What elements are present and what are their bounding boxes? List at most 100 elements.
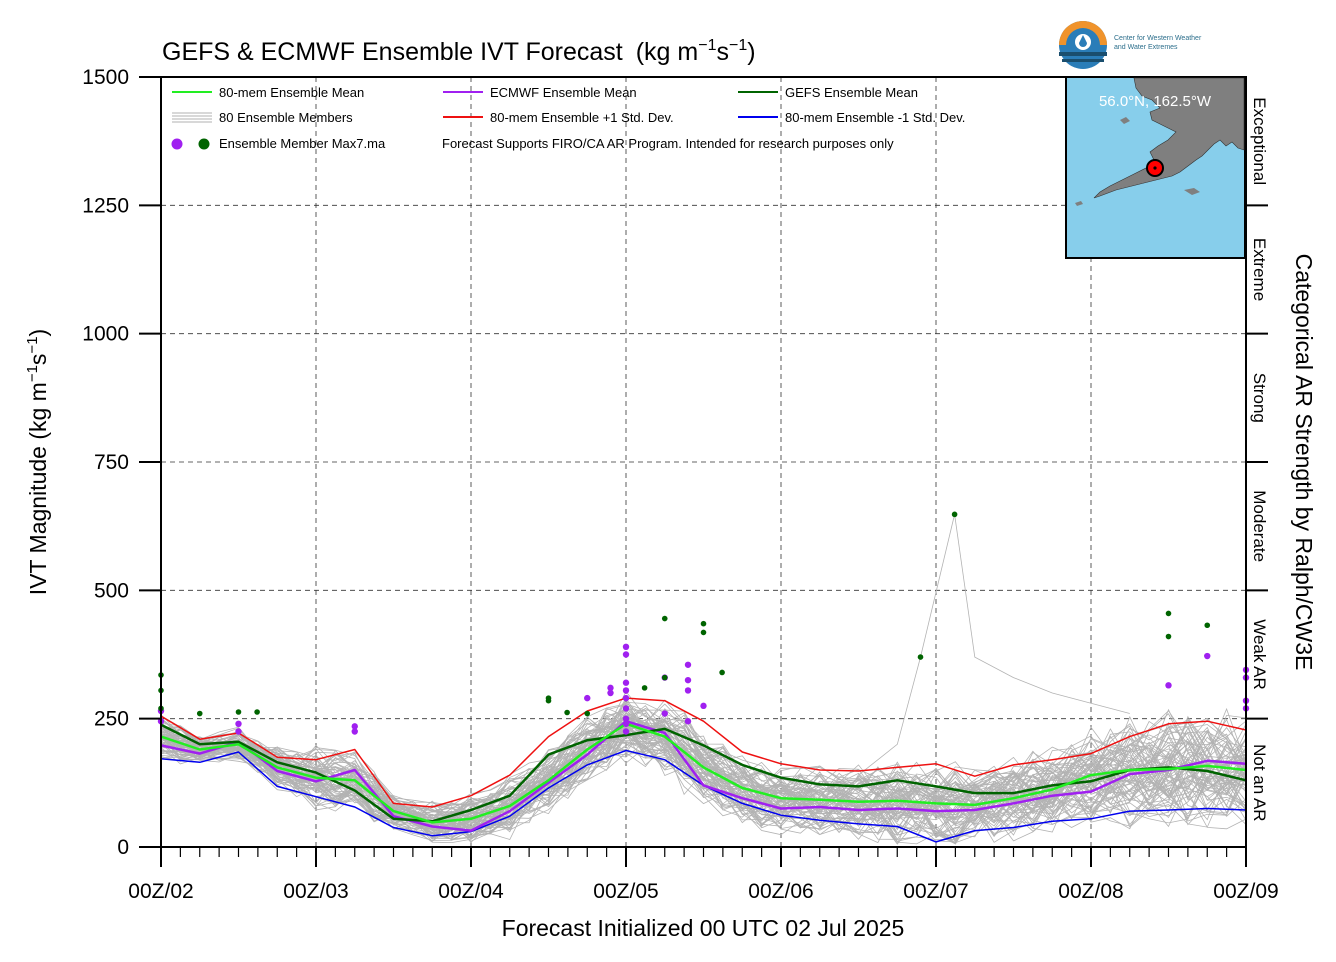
ar-category-label: Moderate xyxy=(1250,490,1269,562)
ensemble-member-lines xyxy=(160,514,1247,845)
y-tick-label: 1250 xyxy=(82,194,129,217)
ecmwf-max-marker xyxy=(622,679,630,686)
y-title-prefix: IVT Magnitude (kg m xyxy=(25,382,51,595)
legend-label-gefs-mean: GEFS Ensemble Mean xyxy=(785,85,918,100)
ensemble-member-line xyxy=(160,706,1247,828)
ecmwf-max-marker xyxy=(607,684,614,692)
ensemble-member-line xyxy=(160,741,1247,839)
legend-label-max-marker: Ensemble Member Max7.ma xyxy=(219,136,386,151)
ecmwf-max-marker xyxy=(622,705,630,712)
title-units-exp2: −1 xyxy=(729,37,747,54)
ensemble-member-line xyxy=(160,701,1247,816)
gefs-max-marker xyxy=(661,615,668,622)
ecmwf-max-marker xyxy=(700,702,707,710)
title-main: GEFS & ECMWF Ensemble IVT Forecast xyxy=(162,38,623,66)
x-axis-title: Forecast Initialized 00 UTC 02 Jul 2025 xyxy=(502,915,905,941)
gefs-max-marker xyxy=(917,654,924,660)
legend-marker-ecmwf-dot xyxy=(171,138,183,150)
ecmwf-max-marker xyxy=(622,720,630,727)
gefs-max-marker xyxy=(700,620,707,627)
map-island-1 xyxy=(1120,117,1130,124)
ar-category-label: Not an AR xyxy=(1250,744,1269,822)
ensemble-member-line xyxy=(160,718,1247,820)
ar-category-label: Weak AR xyxy=(1250,619,1269,690)
ecmwf-max-marker xyxy=(351,728,358,735)
gefs-max-marker xyxy=(584,710,591,717)
series-line-80-mem-ensemble-1-std-dev- xyxy=(160,697,1247,808)
gefs-max-marker xyxy=(564,709,570,716)
ecmwf-max-marker xyxy=(684,661,692,668)
ar-category-label: Extreme xyxy=(1250,238,1269,301)
gefs-max-marker xyxy=(545,697,552,704)
ecmwf-max-marker xyxy=(1204,652,1211,660)
legend-marker-gefs-dot xyxy=(198,138,210,150)
gefs-max-marker xyxy=(1204,622,1211,629)
ensemble-member-line xyxy=(160,726,1247,843)
max-markers xyxy=(157,511,1250,735)
series-line-ecmwf-ensemble-mean xyxy=(160,719,1247,832)
cw3e-logo: Center for Western Weather and Water Ext… xyxy=(1059,21,1202,69)
ecmwf-max-marker xyxy=(684,687,692,694)
map-inset: 56.0°N, 162.5°W xyxy=(1065,76,1246,259)
y-tick-label: 1000 xyxy=(82,323,129,346)
y-title-suffix: ) xyxy=(25,329,51,337)
logo-sun-arc-icon xyxy=(1059,21,1107,45)
ecmwf-max-marker xyxy=(584,694,591,702)
x-axis-ticks: 00Z/02 00Z/03 00Z/04 00Z/05 00Z/06 00Z/07 00Z/… xyxy=(128,847,1279,903)
legend-label-members: 80 Ensemble Members xyxy=(219,110,353,125)
gefs-max-marker xyxy=(641,685,648,691)
ecmwf-max-marker xyxy=(622,715,630,722)
ecmwf-max-marker xyxy=(1165,682,1172,689)
y-axis-title: IVT Magnitude (kg m−1s−1) xyxy=(24,329,51,595)
x-tick-label: 00Z/07 xyxy=(903,880,968,903)
right-axis-title: Categorical AR Strength by Ralph/CW3E xyxy=(1291,254,1317,671)
logo-line1: Center for Western Weather xyxy=(1114,35,1202,42)
legend-label-plus-std: 80-mem Ensemble +1 Std. Dev. xyxy=(490,110,674,125)
ensemble-member-line xyxy=(160,708,1247,820)
series-line-80-mem-ensemble-mean xyxy=(160,722,1247,824)
ecmwf-max-marker xyxy=(684,676,692,684)
x-tick-label: 00Z/03 xyxy=(283,880,348,903)
ensemble-member-outlier-line xyxy=(858,514,1130,776)
ecmwf-max-marker xyxy=(235,728,242,735)
ensemble-member-line xyxy=(160,710,1247,809)
legend-label-ecmwf-mean: ECMWF Ensemble Mean xyxy=(490,85,637,100)
ensemble-member-line xyxy=(160,735,1247,842)
logo-line2: and Water Extremes xyxy=(1114,44,1178,51)
chart-title: GEFS & ECMWF Ensemble IVT Forecast (kg m… xyxy=(162,37,756,66)
ensemble-member-line xyxy=(160,719,1247,828)
gefs-max-marker xyxy=(719,669,725,676)
map-location-label: 56.0°N, 162.5°W xyxy=(1099,93,1212,110)
x-tick-label: 00Z/06 xyxy=(748,880,813,903)
ensemble-member-line xyxy=(160,740,1247,845)
gefs-max-marker xyxy=(951,511,958,518)
y-title-mid: s xyxy=(25,354,51,366)
ecmwf-max-marker xyxy=(622,694,630,702)
x-tick-label: 00Z/05 xyxy=(593,880,658,903)
ar-categories: Exceptional Extreme Strong Moderate Weak AR N… xyxy=(1250,97,1269,821)
title-units-exp1: −1 xyxy=(698,37,716,54)
logo-wave2-icon xyxy=(1062,59,1104,62)
legend-note: Forecast Supports FIRO/CA AR Program. In… xyxy=(442,136,894,151)
y-title-exp2: −1 xyxy=(24,336,41,353)
y-axis-ticks: 0 250 500 750 1000 1250 1500 xyxy=(82,66,161,859)
gefs-max-marker xyxy=(1165,610,1172,617)
gefs-max-marker xyxy=(661,674,668,681)
map-land xyxy=(1093,77,1245,199)
ecmwf-max-marker xyxy=(684,718,692,725)
ecmwf-max-marker xyxy=(622,728,630,735)
ensemble-member-line xyxy=(160,698,1247,821)
logo-drop-inner-icon xyxy=(1079,35,1087,47)
x-tick-label: 00Z/02 xyxy=(128,880,193,903)
right-axis-ticks xyxy=(1246,204,1268,720)
series-lines xyxy=(160,697,1247,843)
title-units-mid: s xyxy=(716,38,729,66)
gefs-max-marker xyxy=(700,629,707,636)
ensemble-member-line xyxy=(160,705,1247,819)
y-title-exp1: −1 xyxy=(24,365,41,382)
ensemble-member-line xyxy=(160,709,1247,815)
logo-wave-icon xyxy=(1059,52,1107,56)
y-tick-label: 750 xyxy=(94,451,129,474)
y-tick-label: 250 xyxy=(94,708,129,731)
map-island-2 xyxy=(1184,188,1200,195)
